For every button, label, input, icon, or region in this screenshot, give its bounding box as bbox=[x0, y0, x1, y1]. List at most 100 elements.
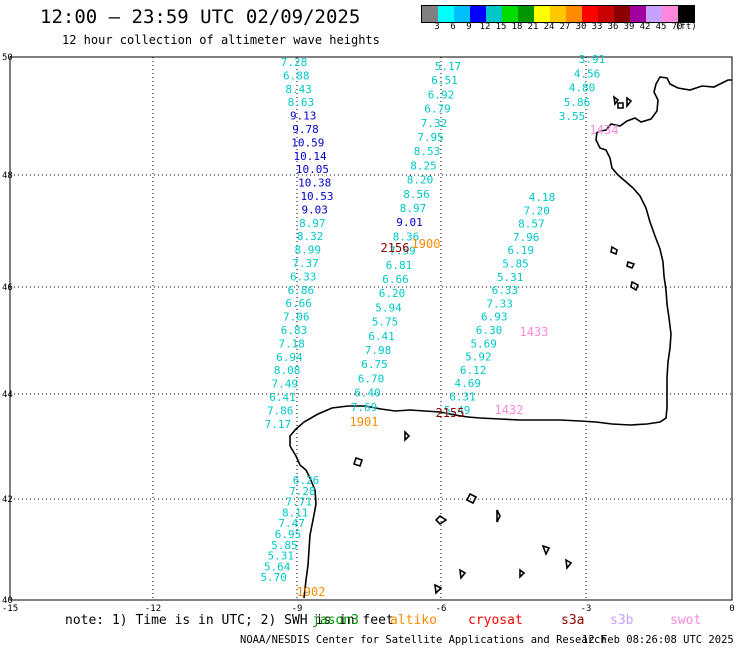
latitude-tick-label: 44 bbox=[2, 390, 13, 400]
inland-outline-6 bbox=[541, 544, 551, 556]
wave-height-label: 8.25 bbox=[410, 159, 437, 172]
wave-height-label: 5.92 bbox=[465, 351, 492, 364]
inland-outline-7 bbox=[565, 558, 573, 570]
coastline-channel-islands bbox=[617, 102, 624, 109]
scale-swatch bbox=[582, 6, 598, 22]
footer-note: note: 1) Time is in UTC; 2) SWH is in fe… bbox=[65, 613, 394, 628]
scale-label: 70 bbox=[671, 22, 683, 32]
wave-height-label: 8.99 bbox=[295, 244, 322, 257]
wave-height-label: 6.95 bbox=[275, 528, 302, 541]
altimeter-track-labels: 7.286.888.438.639.139.7810.5910.1410.051… bbox=[260, 53, 618, 599]
scale-label: 18 bbox=[511, 22, 523, 32]
wave-height-label: 6.41 bbox=[368, 330, 395, 343]
wave-height-label: 10.38 bbox=[298, 177, 331, 190]
map-title: 12:00 – 23:59 UTC 02/09/2025 bbox=[40, 6, 361, 28]
wave-height-label: 9.03 bbox=[301, 203, 328, 216]
wave-height-label: 6.66 bbox=[285, 297, 312, 310]
coastline-north-france bbox=[596, 76, 732, 133]
inland-outline-4 bbox=[434, 514, 448, 526]
inland-outline-11 bbox=[612, 95, 620, 107]
wave-height-label: 6.33 bbox=[290, 270, 317, 283]
wave-height-label: 6.66 bbox=[382, 273, 409, 286]
wave-height-label: 8.43 bbox=[285, 83, 312, 96]
lat-lon-grid: -15 -12 -9 -6 -3 0 50 48 46 44 42 40 bbox=[2, 53, 735, 614]
wave-height-label: 6.30 bbox=[476, 324, 503, 337]
wave-height-label: 7.49 bbox=[272, 378, 299, 391]
longitude-tick-label: -15 bbox=[2, 604, 18, 614]
wave-height-label: 7.33 bbox=[486, 297, 513, 310]
longitude-tick-label: 0 bbox=[729, 604, 734, 614]
wave-height-label: 5.49 bbox=[444, 404, 471, 417]
wave-height-label: 5.86 bbox=[564, 96, 591, 109]
wave-height-label: 7.06 bbox=[283, 311, 310, 324]
scale-label: 12 bbox=[479, 22, 491, 32]
scale-swatch bbox=[598, 6, 614, 22]
satellite-legend-s3b: s3b bbox=[610, 613, 634, 628]
wave-height-label: 9.78 bbox=[292, 123, 319, 136]
pass-time-label: 1900 bbox=[412, 237, 441, 251]
wave-height-label: 9.01 bbox=[396, 216, 423, 229]
wave-height-label: 8.11 bbox=[282, 506, 309, 519]
scale-label: 33 bbox=[591, 22, 603, 32]
wave-height-label: 4.56 bbox=[574, 67, 601, 80]
scale-label: 27 bbox=[559, 22, 571, 32]
longitude-tick-label: -3 bbox=[581, 604, 592, 614]
satellite-legend-altiko: altiko bbox=[390, 613, 437, 628]
coastline bbox=[289, 76, 732, 599]
wave-height-label: 7.95 bbox=[417, 131, 444, 144]
scale-label: 36 bbox=[607, 22, 619, 32]
wave-height-label: 4.18 bbox=[529, 191, 556, 204]
inland-outline-3 bbox=[465, 492, 478, 505]
wave-height-label: 6.26 bbox=[293, 474, 320, 487]
scale-label: 39 bbox=[623, 22, 635, 32]
wave-height-label: 8.63 bbox=[288, 96, 315, 109]
wave-height-label: 6.20 bbox=[379, 287, 406, 300]
latitude-tick-label: 50 bbox=[2, 53, 13, 63]
inland-outline-1 bbox=[352, 456, 364, 468]
coastline-brittany-south bbox=[467, 131, 672, 426]
coastline-islands-west bbox=[610, 245, 640, 292]
scale-swatch bbox=[534, 6, 550, 22]
wave-height-label: 6.51 bbox=[431, 74, 458, 87]
wave-height-label: 5.70 bbox=[260, 571, 287, 584]
scale-label: 9 bbox=[466, 22, 472, 32]
wave-height-label: 8.56 bbox=[403, 188, 430, 201]
wave-height-label: 6.40 bbox=[354, 387, 381, 400]
wave-height-label: 6.33 bbox=[492, 284, 519, 297]
wave-height-label: 7.59 bbox=[389, 245, 416, 258]
pass-time-label: 1901 bbox=[350, 415, 379, 429]
wave-height-label: 7.17 bbox=[265, 418, 292, 431]
scale-label: 45 bbox=[655, 22, 667, 32]
pass-time-label: 1432 bbox=[495, 403, 524, 417]
scale-swatch bbox=[614, 6, 630, 22]
pass-time-label: 1434 bbox=[590, 123, 619, 137]
wave-height-label: 10.59 bbox=[291, 136, 324, 149]
wave-height-label: 5.69 bbox=[470, 337, 497, 350]
scale-label: 21 bbox=[527, 22, 539, 32]
pass-time-label: 1433 bbox=[520, 325, 549, 339]
wave-height-label: 5.85 bbox=[502, 258, 529, 271]
scale-label: 24 bbox=[543, 22, 555, 32]
wave-height-label: 6.93 bbox=[481, 311, 508, 324]
satellite-legend-swot: swot bbox=[670, 613, 702, 628]
wave-height-color-scale bbox=[421, 5, 695, 23]
inland-outline-5 bbox=[496, 509, 501, 523]
scale-swatch bbox=[422, 6, 438, 22]
wave-height-label: 5.85 bbox=[271, 539, 298, 552]
wave-height-label: 6.19 bbox=[508, 244, 535, 257]
scale-label: 15 bbox=[495, 22, 507, 32]
wave-height-label: 6.86 bbox=[288, 284, 315, 297]
latitude-tick-label: 40 bbox=[2, 596, 13, 606]
pass-time-label: 2156 bbox=[381, 241, 410, 255]
latitude-tick-label: 46 bbox=[2, 283, 13, 293]
inland-outline-2 bbox=[404, 430, 411, 442]
wave-height-label: 6.94 bbox=[276, 351, 303, 364]
map-frame bbox=[9, 56, 733, 601]
wave-height-label: 5.17 bbox=[435, 60, 462, 73]
wave-height-label: 8.08 bbox=[274, 364, 301, 377]
wave-height-label: 6.88 bbox=[283, 69, 310, 82]
wave-height-label: 10.05 bbox=[296, 163, 329, 176]
scale-swatch bbox=[566, 6, 582, 22]
wave-height-label: 8.20 bbox=[407, 174, 434, 187]
